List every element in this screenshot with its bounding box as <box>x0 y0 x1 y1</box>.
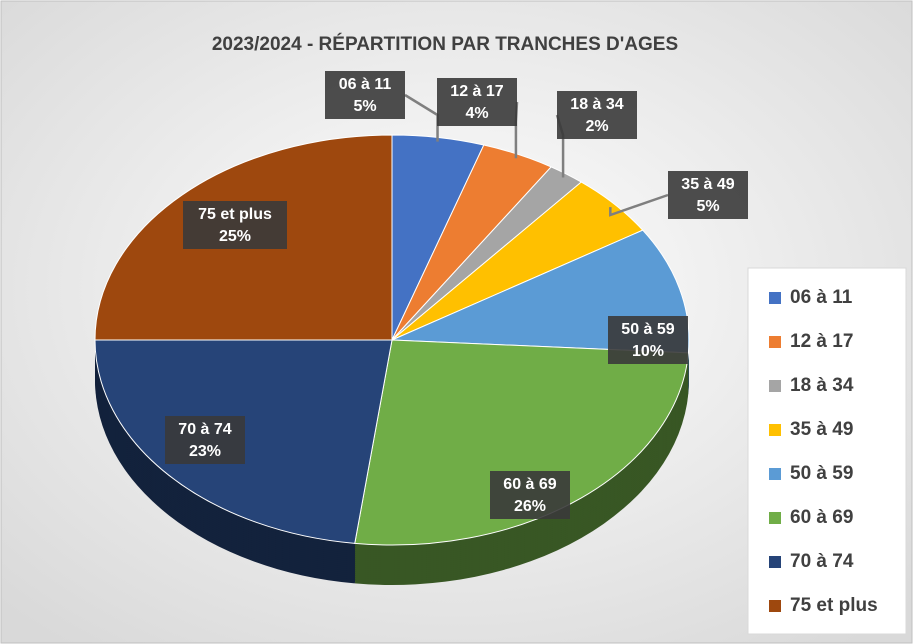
legend-label: 70 à 74 <box>790 551 854 572</box>
legend-box <box>747 267 907 635</box>
legend-swatch <box>769 380 781 392</box>
data-label-box <box>165 416 245 464</box>
data-label-box <box>437 78 517 126</box>
legend-label: 06 à 11 <box>790 287 853 308</box>
legend-swatch <box>769 424 781 436</box>
legend-label: 50 à 59 <box>790 463 853 484</box>
legend-swatch <box>769 600 781 612</box>
legend-label: 75 et plus <box>790 595 878 616</box>
legend-swatch <box>769 468 781 480</box>
data-label-category: 70 à 74 <box>178 421 231 438</box>
data-label-value: 5% <box>353 98 376 115</box>
data-label-value: 25% <box>219 228 251 245</box>
legend-label: 60 à 69 <box>790 507 853 528</box>
legend-swatch <box>769 512 781 524</box>
data-label-category: 50 à 59 <box>621 321 674 338</box>
data-label-box <box>183 201 287 249</box>
data-label-value: 23% <box>189 443 221 460</box>
data-label-value: 4% <box>465 105 488 122</box>
data-label-category: 18 à 34 <box>570 96 623 113</box>
chart-title: 2023/2024 - RÉPARTITION PAR TRANCHES D'A… <box>212 33 678 55</box>
legend-label: 35 à 49 <box>790 419 853 440</box>
data-labels: 06 à 11 5% 12 à 17 4% 18 à 34 2% 35 à 49 5% 50 à… <box>165 71 748 519</box>
data-label-box <box>325 71 405 119</box>
data-label-value: 10% <box>632 343 664 360</box>
data-label-category: 06 à 11 <box>339 76 392 93</box>
data-label-category: 60 à 69 <box>503 476 556 493</box>
legend-label: 18 à 34 <box>790 375 854 396</box>
data-label-category: 35 à 49 <box>681 176 734 193</box>
data-label-box <box>490 471 570 519</box>
legend-swatch <box>769 556 781 568</box>
legend-swatch <box>769 336 781 348</box>
legend: 06 à 11 12 à 17 18 à 34 35 à 49 50 à 59 60 à … <box>769 287 878 616</box>
data-label-category: 75 et plus <box>198 206 272 223</box>
data-label-value: 5% <box>696 198 719 215</box>
leader-line <box>609 193 669 217</box>
data-label-value: 2% <box>585 118 608 135</box>
legend-label: 12 à 17 <box>790 331 853 352</box>
data-label-box <box>608 316 688 364</box>
data-label-box <box>557 91 637 139</box>
slice <box>354 339 689 546</box>
legend-swatch <box>769 292 781 304</box>
data-label-value: 26% <box>514 498 546 515</box>
data-label-box <box>668 171 748 219</box>
pie-top <box>94 134 690 546</box>
data-label-category: 12 à 17 <box>450 83 503 100</box>
